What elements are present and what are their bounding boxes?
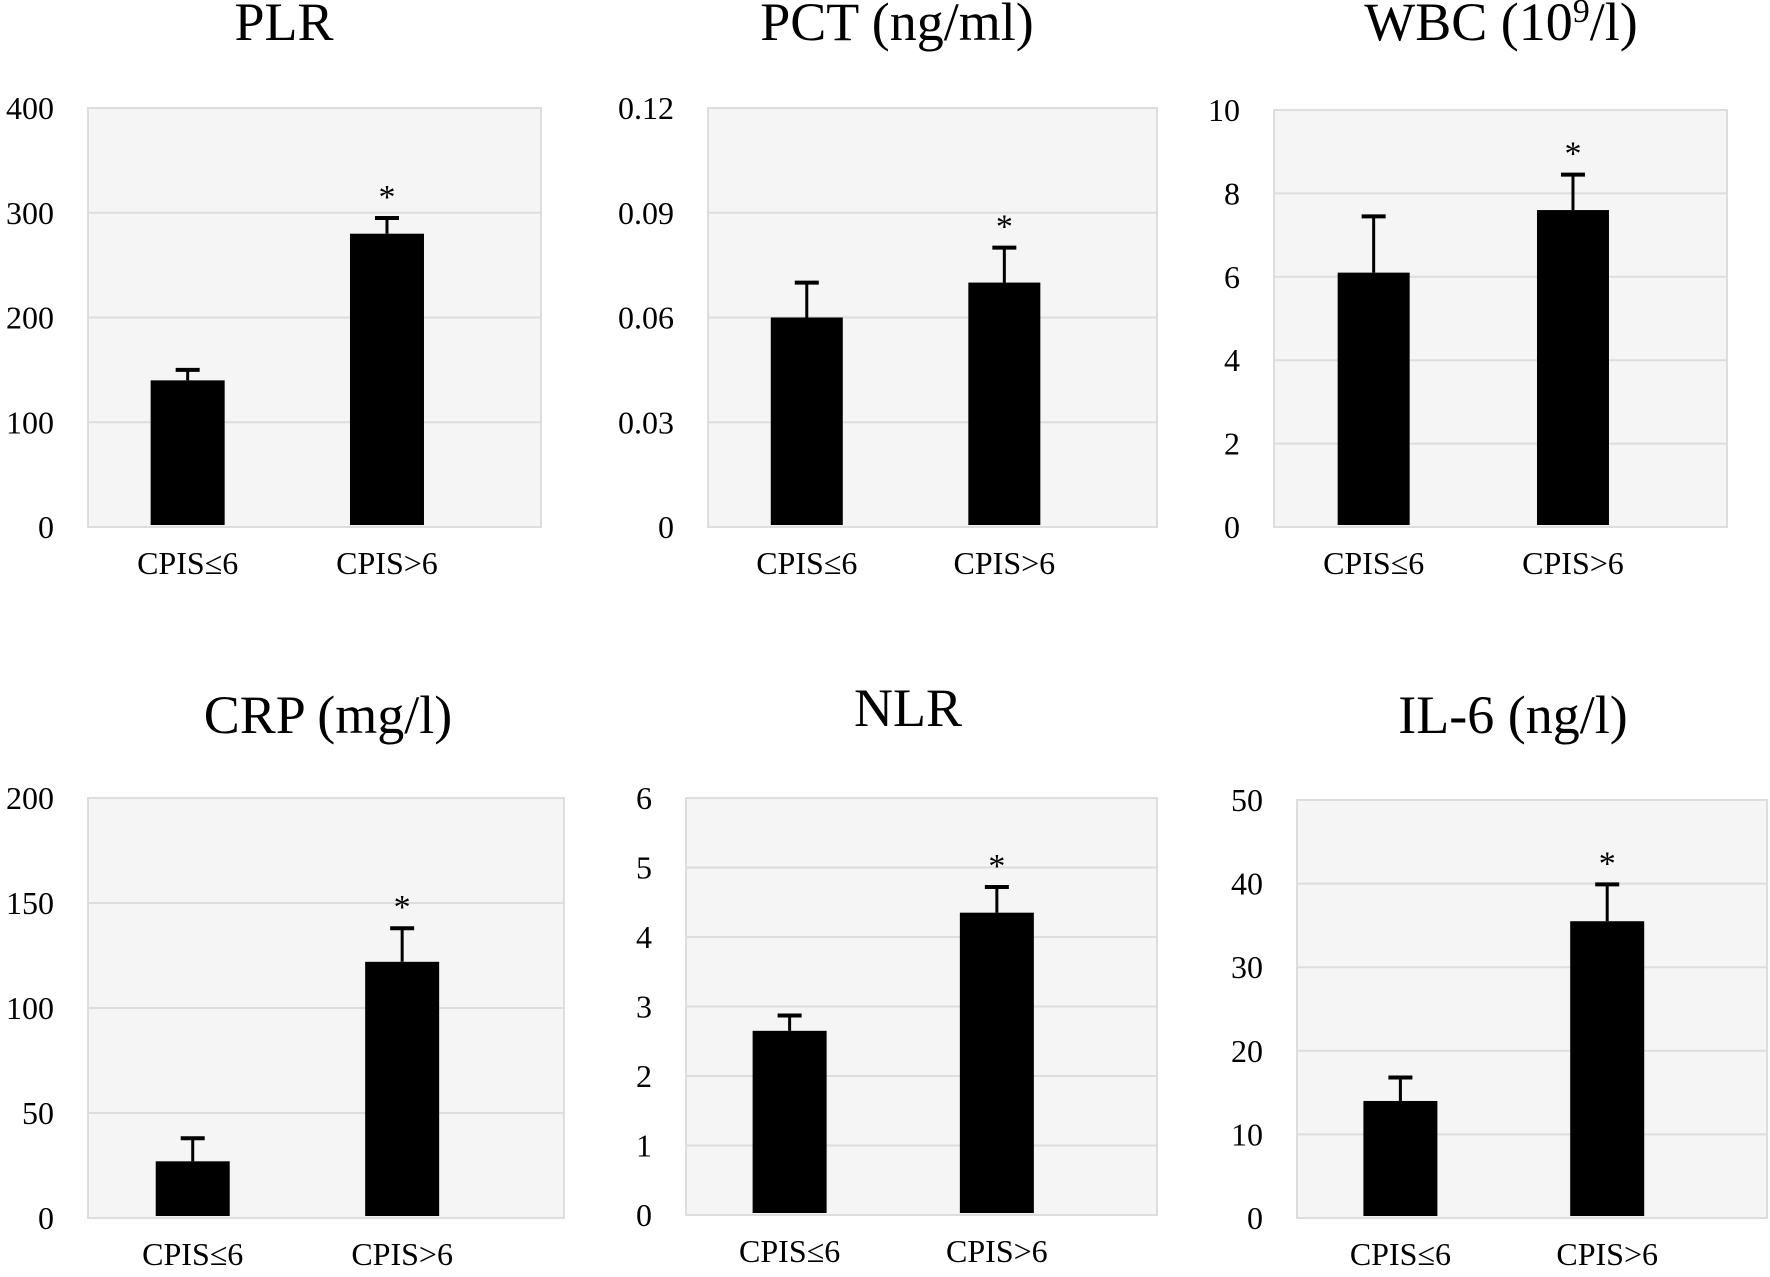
chart-title: NLR	[854, 678, 962, 738]
chart-title: WBC (109/l)	[1364, 0, 1638, 52]
bar	[1536, 210, 1609, 525]
y-tick-label: 3	[636, 989, 652, 1025]
y-tick-label: 0.06	[618, 300, 674, 336]
x-category-label: CPIS>6	[954, 545, 1056, 581]
significance-marker: *	[1564, 136, 1581, 173]
bar	[349, 233, 424, 525]
y-tick-label: 4	[636, 919, 652, 955]
y-tick-label: 2	[1224, 426, 1240, 462]
y-tick-label: 0.03	[618, 404, 674, 440]
chart-panel-5: 0 1 2 3 4 5 6 CPIS≤6 * CPIS>6 NLR	[636, 678, 1158, 1269]
y-tick-label: 10	[1231, 1116, 1263, 1152]
x-category-label: CPIS>6	[336, 545, 438, 581]
chart-title: PCT (ng/ml)	[760, 0, 1034, 52]
y-tick-label: 30	[1231, 949, 1263, 985]
chart-panel-3: 0 2 4 6 8 10 CPIS≤6 * CPIS>6 WBC (109/l)	[1208, 0, 1728, 581]
chart-title: IL-6 (ng/l)	[1398, 685, 1627, 745]
y-tick-label: 4	[1224, 342, 1240, 378]
y-tick-label: 6	[636, 780, 652, 816]
y-tick-label: 0	[636, 1197, 652, 1233]
x-category-label: CPIS≤6	[1323, 545, 1424, 581]
x-category-label: CPIS>6	[1556, 1236, 1658, 1272]
x-category-label: CPIS≤6	[1350, 1236, 1451, 1272]
bar	[752, 1030, 827, 1213]
y-tick-label: 200	[6, 780, 54, 816]
y-tick-label: 100	[6, 990, 54, 1026]
chart-title: PLR	[234, 0, 333, 52]
bar	[365, 961, 440, 1216]
chart-title: CRP (mg/l)	[204, 685, 453, 745]
y-tick-label: 6	[1224, 259, 1240, 295]
bar	[1570, 921, 1645, 1216]
y-tick-label: 150	[6, 885, 54, 921]
y-tick-label: 5	[636, 850, 652, 886]
y-tick-label: 0.09	[618, 195, 674, 231]
x-category-label: CPIS>6	[1522, 545, 1624, 581]
chart-title-tail: /l)	[1590, 0, 1638, 52]
x-category-label: CPIS>6	[351, 1236, 453, 1272]
chart-panel-4: 0 50 100 150 200 CPIS≤6 * CPIS>6 CRP (mg/l)	[6, 685, 565, 1272]
chart-panel-6: 0 10 20 30 40 50 CPIS≤6 * CPIS>6 IL-6 (ng/l)	[1231, 685, 1768, 1272]
x-category-label: CPIS≤6	[142, 1236, 243, 1272]
y-tick-label: 0	[38, 1200, 54, 1236]
bar	[150, 380, 225, 525]
bar	[959, 912, 1034, 1213]
x-category-label: CPIS≤6	[756, 545, 857, 581]
y-tick-label: 20	[1231, 1033, 1263, 1069]
x-category-label: CPIS>6	[946, 1233, 1048, 1269]
chart-panel-1: 0 100 200 300 400 CPIS≤6 * CPIS>6 PLR	[6, 0, 542, 581]
y-tick-label: 0	[1224, 509, 1240, 545]
y-tick-label: 200	[6, 300, 54, 336]
significance-marker: *	[996, 209, 1013, 246]
y-tick-label: 100	[6, 404, 54, 440]
bar	[770, 317, 843, 525]
y-tick-label: 0	[1247, 1200, 1263, 1236]
bar	[155, 1161, 230, 1216]
y-tick-label: 0.12	[618, 90, 674, 126]
bar	[968, 282, 1041, 525]
y-tick-label: 40	[1231, 866, 1263, 902]
x-category-label: CPIS≤6	[137, 545, 238, 581]
significance-marker: *	[988, 848, 1005, 885]
y-tick-label: 8	[1224, 175, 1240, 211]
bar	[1337, 272, 1410, 525]
y-tick-label: 50	[1231, 782, 1263, 818]
y-tick-label: 0	[38, 509, 54, 545]
y-tick-label: 300	[6, 195, 54, 231]
y-tick-label: 1	[636, 1128, 652, 1164]
significance-marker: *	[394, 889, 411, 926]
y-tick-label: 50	[22, 1095, 54, 1131]
y-tick-label: 0	[658, 509, 674, 545]
chart-title-superscript: 9	[1573, 0, 1590, 30]
x-category-label: CPIS≤6	[739, 1233, 840, 1269]
significance-marker: *	[378, 179, 395, 216]
significance-marker: *	[1599, 845, 1616, 882]
y-tick-label: 2	[636, 1058, 652, 1094]
y-tick-label: 400	[6, 90, 54, 126]
chart-panel-2: 0 0.03 0.06 0.09 0.12 CPIS≤6 * CPIS>6 PCT (ng/ml…	[618, 0, 1158, 581]
y-tick-label: 10	[1208, 92, 1240, 128]
bar	[1363, 1100, 1438, 1216]
